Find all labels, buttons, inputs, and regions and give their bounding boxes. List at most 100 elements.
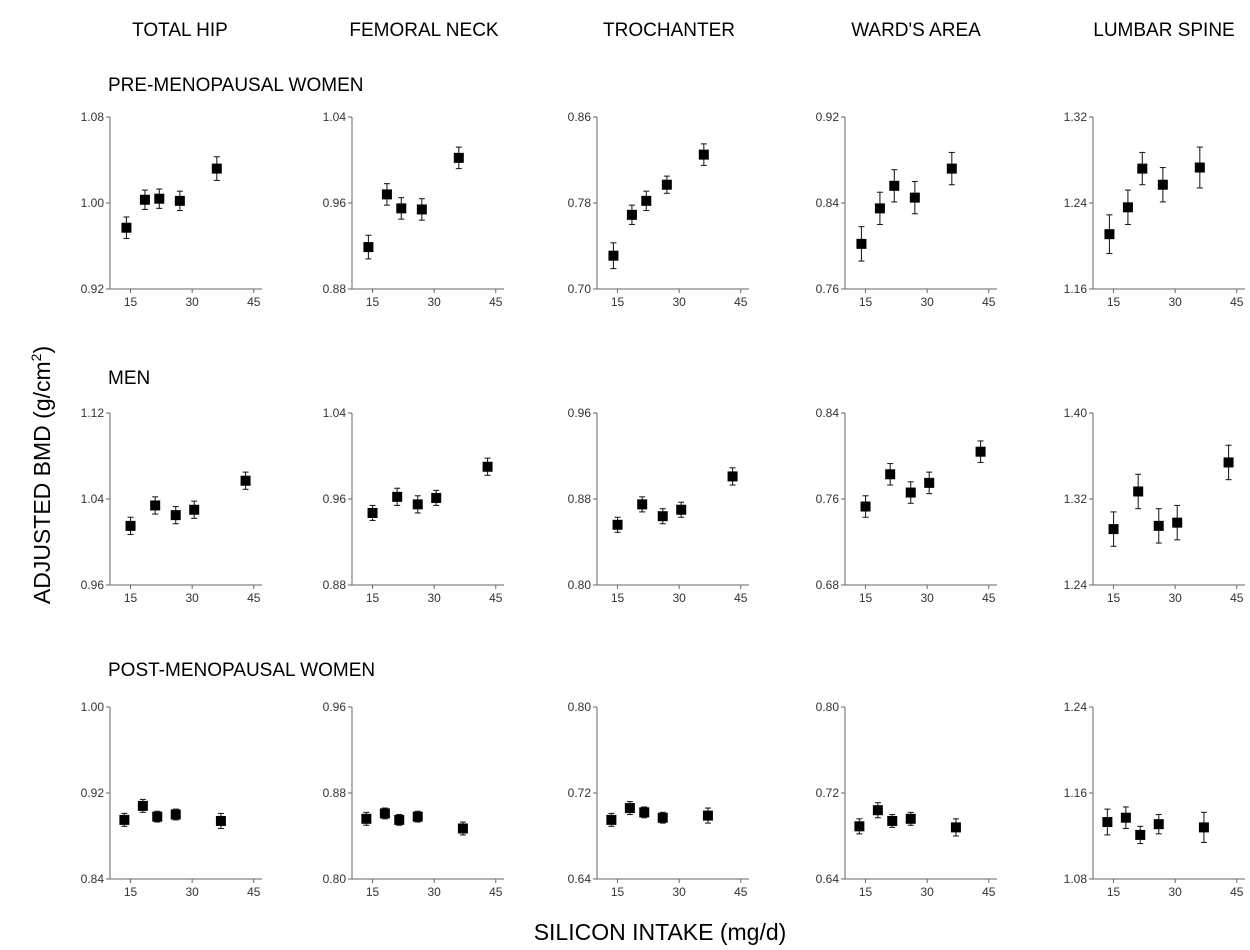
- y-tick-label: 0.64: [816, 872, 840, 886]
- y-tick-label: 0.96: [568, 406, 592, 420]
- panel-post-menopausal-women-lumbar-spine: 1.24 1.16 1.08 15 30 45: [1064, 700, 1245, 899]
- data-point: [1102, 817, 1113, 828]
- y-tick-label: 1.08: [1064, 872, 1088, 886]
- data-point: [431, 492, 442, 503]
- data-point: [453, 152, 464, 163]
- data-point: [396, 203, 407, 214]
- data-point: [860, 501, 871, 512]
- data-point: [152, 811, 163, 822]
- x-tick-label: 15: [1107, 885, 1121, 899]
- x-tick-label: 15: [611, 591, 625, 605]
- panel-pre-menopausal-women-total-hip: 1.08 1.00 0.92 15 30 45: [81, 110, 262, 309]
- data-point: [909, 192, 920, 203]
- x-axis-label: SILICON INTAKE (mg/d): [534, 919, 787, 945]
- column-title-total-hip: TOTAL HIP: [132, 20, 228, 41]
- y-tick-label: 0.88: [323, 786, 347, 800]
- x-tick-label: 30: [185, 885, 199, 899]
- data-point: [1122, 202, 1133, 213]
- data-point: [381, 189, 392, 200]
- data-point: [975, 446, 986, 457]
- data-point: [394, 814, 405, 825]
- y-tick-label: 0.72: [568, 786, 592, 800]
- data-point: [211, 163, 222, 174]
- panel-pre-menopausal-women-lumbar-spine: 1.32 1.24 1.16 15 30 45: [1064, 110, 1245, 309]
- y-tick-label: 0.84: [81, 872, 105, 886]
- panel-men-ward-s-area: 0.84 0.76 0.68 15 30 45: [816, 406, 997, 605]
- y-tick-label: 0.76: [816, 282, 840, 296]
- y-tick-label: 0.72: [816, 786, 840, 800]
- y-tick-label: 0.96: [323, 196, 347, 210]
- data-point: [240, 475, 251, 486]
- data-point: [363, 242, 374, 253]
- data-point: [125, 520, 136, 531]
- panel-pre-menopausal-women-trochanter: 0.86 0.78 0.70 15 30 45: [568, 110, 749, 309]
- x-tick-label: 45: [489, 591, 503, 605]
- x-tick-label: 30: [672, 885, 686, 899]
- x-tick-label: 45: [1230, 885, 1244, 899]
- data-point: [637, 499, 648, 510]
- y-tick-label: 0.92: [816, 110, 840, 124]
- x-tick-label: 45: [734, 295, 748, 309]
- data-point: [1223, 457, 1234, 468]
- data-point: [170, 510, 181, 521]
- row-title-post-menopausal-women: POST-MENOPAUSAL WOMEN: [108, 660, 375, 681]
- data-point: [1153, 520, 1164, 531]
- data-point: [361, 813, 372, 824]
- data-point: [657, 511, 668, 522]
- y-tick-label: 1.00: [81, 700, 105, 714]
- data-point: [1198, 822, 1209, 833]
- y-tick-label: 0.76: [816, 492, 840, 506]
- y-tick-label: 0.84: [816, 406, 840, 420]
- x-tick-label: 15: [611, 295, 625, 309]
- x-tick-label: 15: [124, 591, 138, 605]
- y-tick-label: 1.16: [1064, 786, 1088, 800]
- data-point: [1133, 486, 1144, 497]
- data-point: [1153, 819, 1164, 830]
- data-point: [1194, 162, 1205, 173]
- x-tick-label: 15: [611, 885, 625, 899]
- x-tick-label: 30: [1168, 591, 1182, 605]
- x-tick-label: 15: [859, 295, 873, 309]
- data-point: [606, 814, 617, 825]
- x-tick-label: 45: [489, 295, 503, 309]
- panel-post-menopausal-women-trochanter: 0.80 0.72 0.64 15 30 45: [568, 700, 749, 899]
- row-title-men: MEN: [108, 368, 150, 389]
- data-point: [702, 810, 713, 821]
- data-point: [170, 809, 181, 820]
- data-point: [641, 195, 652, 206]
- data-point: [119, 814, 130, 825]
- y-tick-label: 0.64: [568, 872, 592, 886]
- y-tick-label: 1.24: [1064, 578, 1088, 592]
- y-tick-label: 0.88: [323, 578, 347, 592]
- column-title-femoral-neck: FEMORAL NECK: [349, 20, 499, 41]
- panel-men-femoral-neck: 1.04 0.96 0.88 15 30 45: [323, 406, 504, 605]
- y-axis-label: ADJUSTED BMD (g/cm2): [28, 346, 55, 604]
- x-tick-label: 45: [247, 591, 261, 605]
- y-tick-label: 0.96: [81, 578, 105, 592]
- y-tick-label: 1.04: [323, 406, 347, 420]
- x-tick-label: 30: [920, 591, 934, 605]
- x-tick-label: 45: [1230, 591, 1244, 605]
- y-axis-label-end: ): [29, 346, 55, 354]
- x-tick-label: 30: [427, 591, 441, 605]
- data-point: [874, 203, 885, 214]
- x-tick-label: 30: [1168, 885, 1182, 899]
- data-point: [215, 815, 226, 826]
- column-title-wards-area: WARD'S AREA: [851, 20, 981, 41]
- data-point: [854, 821, 865, 832]
- x-tick-label: 45: [982, 885, 996, 899]
- data-point: [367, 507, 378, 518]
- data-point: [1157, 179, 1168, 190]
- data-point: [727, 471, 738, 482]
- x-tick-label: 30: [920, 295, 934, 309]
- x-tick-label: 45: [247, 295, 261, 309]
- x-tick-label: 30: [920, 885, 934, 899]
- x-tick-label: 45: [489, 885, 503, 899]
- data-point: [885, 469, 896, 480]
- y-tick-label: 0.92: [81, 786, 105, 800]
- x-tick-label: 30: [672, 591, 686, 605]
- data-point: [946, 163, 957, 174]
- y-tick-label: 1.24: [1064, 700, 1088, 714]
- data-point: [856, 238, 867, 249]
